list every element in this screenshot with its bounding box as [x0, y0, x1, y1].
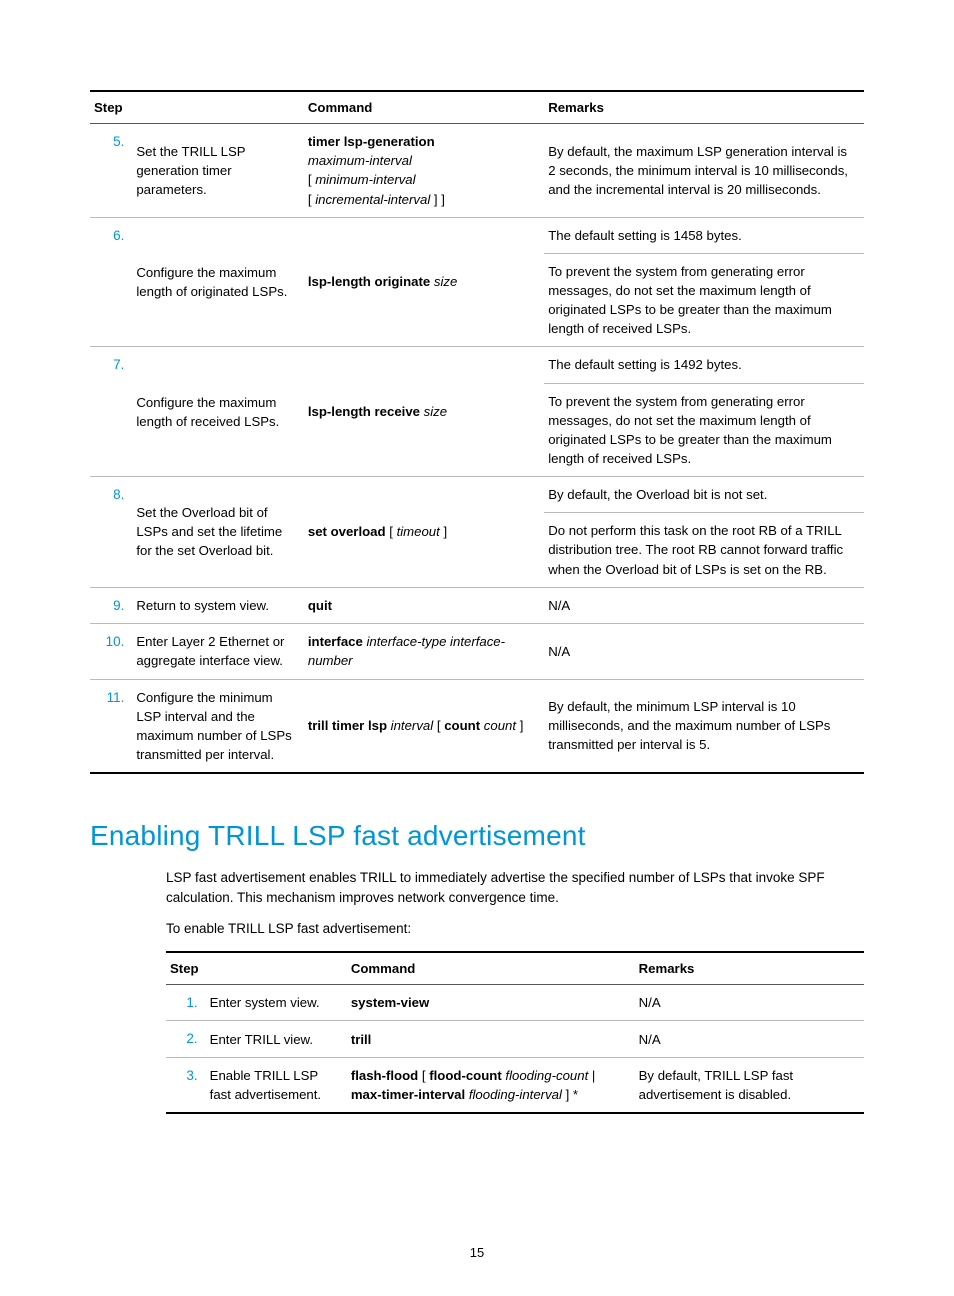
col-remarks: Remarks [635, 952, 864, 985]
table-row: 6.Configure the maximum length of origin… [90, 217, 864, 347]
remarks-cell: The default setting is 1492 bytes.To pre… [544, 347, 864, 477]
page-number: 15 [0, 1245, 954, 1260]
table-row: 8.Set the Overload bit of LSPs and set t… [90, 477, 864, 588]
command-cell: interface interface-type interface-numbe… [304, 624, 544, 679]
step-description: Set the TRILL LSP generation timer param… [132, 124, 304, 218]
step-description: Enter TRILL view. [206, 1021, 347, 1058]
col-command: Command [304, 91, 544, 124]
intro-paragraph-1: LSP fast advertisement enables TRILL to … [90, 868, 864, 907]
remarks-cell: By default, the minimum LSP interval is … [544, 679, 864, 773]
remarks-cell: The default setting is 1458 bytes.To pre… [544, 217, 864, 347]
command-cell: lsp-length originate size [304, 217, 544, 347]
step-description: Enter Layer 2 Ethernet or aggregate inte… [132, 624, 304, 679]
command-cell: quit [304, 587, 544, 624]
command-cell: trill timer lsp interval [ count count ] [304, 679, 544, 773]
command-table-1: Step Command Remarks 5.Set the TRILL LSP… [90, 90, 864, 774]
remarks-cell: N/A [635, 1021, 864, 1058]
section-heading: Enabling TRILL LSP fast advertisement [90, 820, 864, 852]
table-row: 5.Set the TRILL LSP generation timer par… [90, 124, 864, 218]
table-row: 2.Enter TRILL view.trillN/A [166, 1021, 864, 1058]
step-number: 1. [166, 984, 206, 1021]
col-command: Command [347, 952, 635, 985]
step-number: 10. [90, 624, 132, 679]
remarks-cell: N/A [635, 984, 864, 1021]
table-row: 1.Enter system view.system-viewN/A [166, 984, 864, 1021]
step-description: Enable TRILL LSP fast advertisement. [206, 1058, 347, 1114]
command-cell: flash-flood [ flood-count flooding-count… [347, 1058, 635, 1114]
step-number: 7. [90, 347, 132, 477]
table-row: 11.Configure the minimum LSP interval an… [90, 679, 864, 773]
remarks-cell: By default, the Overload bit is not set.… [544, 477, 864, 588]
remarks-cell: By default, the maximum LSP generation i… [544, 124, 864, 218]
step-number: 2. [166, 1021, 206, 1058]
step-number: 11. [90, 679, 132, 773]
table-row: 9.Return to system view.quitN/A [90, 587, 864, 624]
col-step: Step [90, 91, 304, 124]
command-cell: system-view [347, 984, 635, 1021]
col-remarks: Remarks [544, 91, 864, 124]
remarks-cell: N/A [544, 587, 864, 624]
table-row: 3.Enable TRILL LSP fast advertisement.fl… [166, 1058, 864, 1114]
step-description: Configure the minimum LSP interval and t… [132, 679, 304, 773]
intro-paragraph-2: To enable TRILL LSP fast advertisement: [90, 919, 864, 939]
step-number: 5. [90, 124, 132, 218]
command-cell: set overload [ timeout ] [304, 477, 544, 588]
command-cell: lsp-length receive size [304, 347, 544, 477]
command-table-2: Step Command Remarks 1.Enter system view… [166, 951, 864, 1115]
command-cell: timer lsp-generationmaximum-interval[ mi… [304, 124, 544, 218]
table-row: 10.Enter Layer 2 Ethernet or aggregate i… [90, 624, 864, 679]
step-number: 9. [90, 587, 132, 624]
step-description: Set the Overload bit of LSPs and set the… [132, 477, 304, 588]
remarks-cell: By default, TRILL LSP fast advertisement… [635, 1058, 864, 1114]
step-number: 8. [90, 477, 132, 588]
table-row: 7.Configure the maximum length of receiv… [90, 347, 864, 477]
step-description: Configure the maximum length of received… [132, 347, 304, 477]
step-number: 6. [90, 217, 132, 347]
command-cell: trill [347, 1021, 635, 1058]
step-description: Configure the maximum length of originat… [132, 217, 304, 347]
remarks-cell: N/A [544, 624, 864, 679]
step-number: 3. [166, 1058, 206, 1114]
col-step: Step [166, 952, 347, 985]
step-description: Enter system view. [206, 984, 347, 1021]
step-description: Return to system view. [132, 587, 304, 624]
page: Step Command Remarks 5.Set the TRILL LSP… [0, 0, 954, 1296]
